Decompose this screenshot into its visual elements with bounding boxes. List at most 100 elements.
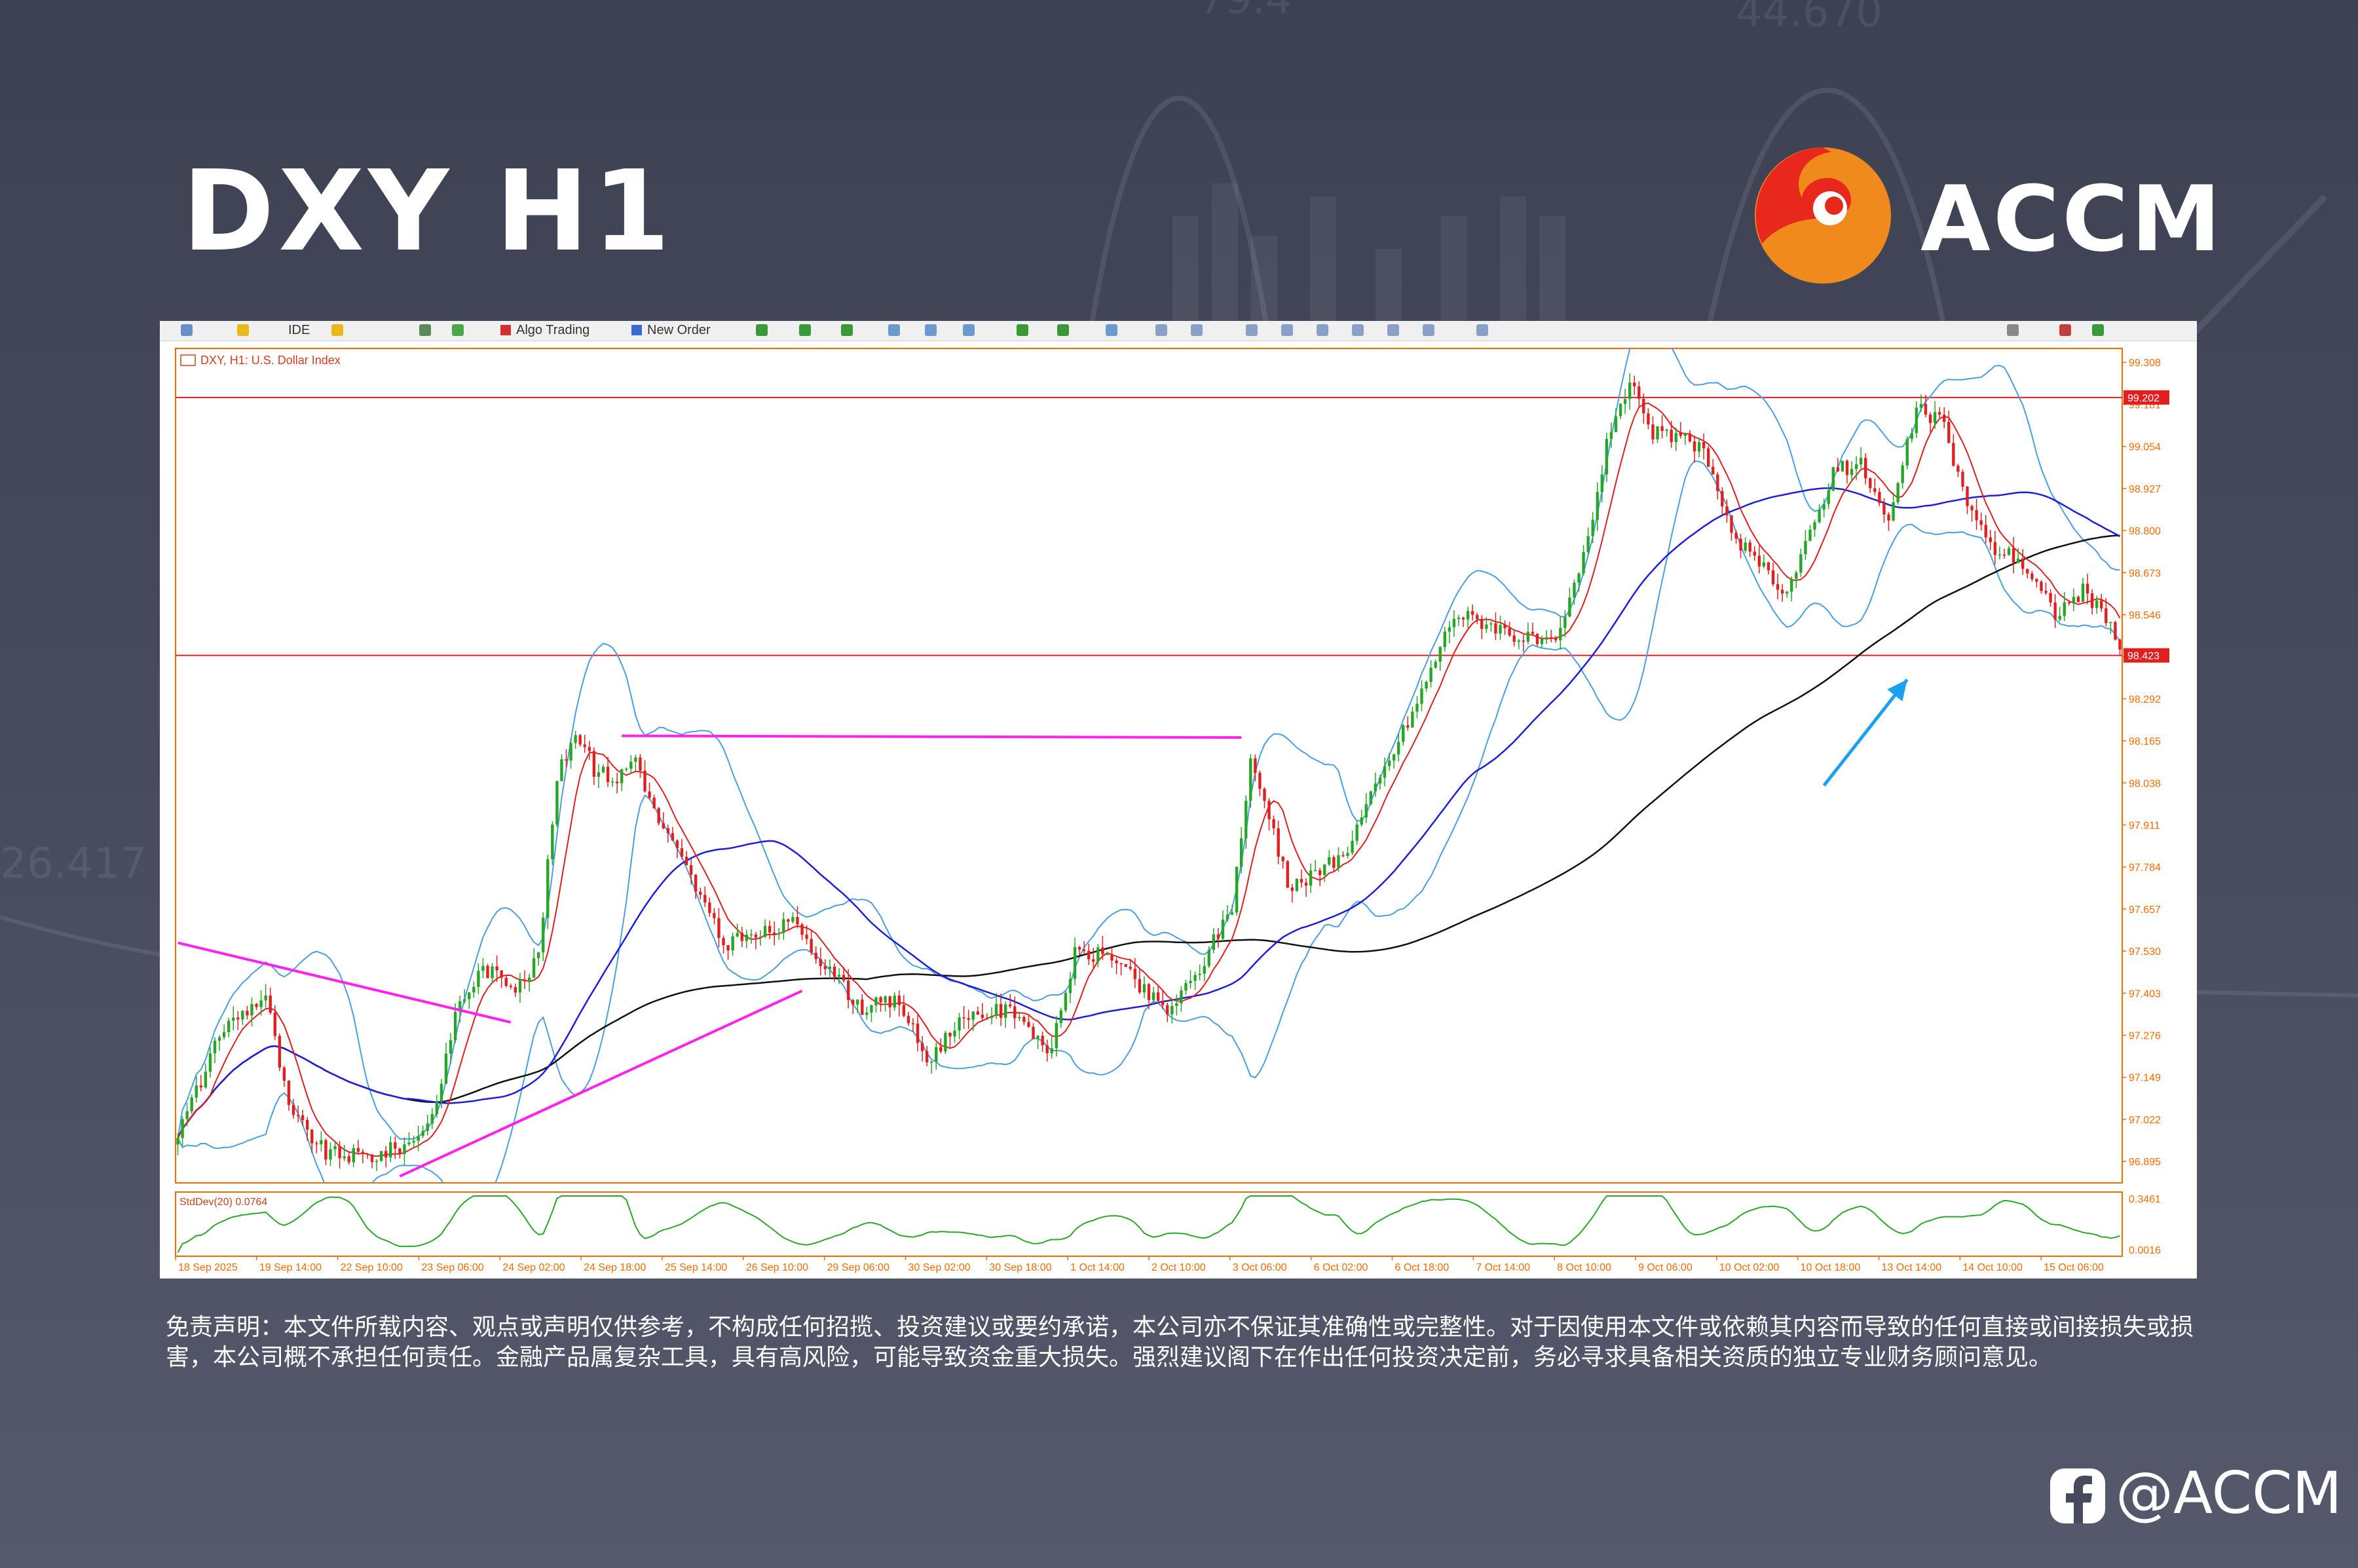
candle [1055,1016,1058,1057]
candle-body [477,971,480,987]
candle [990,1007,994,1025]
text-tool-icon[interactable] [1423,324,1434,336]
candle [1633,375,1636,395]
candle [1045,1039,1049,1062]
social-handle: @ACCM [2116,1459,2342,1527]
candle-body [1064,993,1068,1011]
candle [726,944,730,960]
candle [1780,584,1784,602]
toolbar-ide-button[interactable]: IDE [288,323,310,337]
candle [1512,631,1516,646]
price-axis: 99.30899.18199.05498.92798.80098.67398.5… [2122,358,2161,1168]
candle [1670,420,1673,448]
candle [1836,458,1840,472]
candle [1522,635,1525,652]
community-icon[interactable] [2092,324,2104,336]
candle-body [1619,403,1622,417]
templates-icon[interactable] [1057,324,1069,336]
candle-body [1966,486,1969,506]
vps-icon[interactable] [419,324,431,336]
candle-body [250,1003,253,1016]
zoom-in-icon[interactable] [888,324,900,336]
candle-body [1961,472,1964,487]
candle [1064,990,1068,1013]
candle [1383,757,1387,787]
candle [1082,941,1086,955]
candle [708,897,711,917]
candle-body [999,1004,1003,1018]
candle [574,731,577,749]
candle [1688,430,1692,443]
candle [1193,971,1197,990]
candle [273,1005,276,1040]
candle-body [758,937,762,938]
settings-icon[interactable] [2059,324,2071,336]
trendline-icon[interactable] [1317,324,1328,336]
candle [1133,958,1137,988]
candle-body [684,857,688,865]
crosshair-icon[interactable] [1191,324,1203,336]
candle-body [1730,515,1733,533]
candle [1304,878,1308,897]
toolbar-algo-trading-button[interactable]: Algo Trading [500,321,590,339]
candlestick-icon[interactable] [799,324,811,336]
channel-icon[interactable] [1352,324,1364,336]
zoom-out-icon[interactable] [925,324,937,336]
candle-body [1813,522,1816,530]
candle-body [1753,551,1756,556]
signals-icon[interactable] [331,324,343,336]
candle [1161,990,1165,1010]
candle [1346,846,1349,859]
candle [1461,616,1465,627]
candle [796,906,799,929]
candle-body [1170,1005,1174,1015]
vertical-line-icon[interactable] [1246,324,1258,336]
candle-body [2081,584,2085,603]
candle [527,973,531,992]
fibonacci-icon[interactable] [1387,324,1399,336]
candle-body [546,859,550,918]
candle [1254,754,1257,781]
candle-body [740,933,743,941]
add-chart-icon[interactable] [452,324,464,336]
candle-body [1142,984,1146,993]
trading-chart-window[interactable]: IDE Algo Trading New Order 99.308 99.18 [160,321,2197,1279]
candle [684,851,688,865]
x-tick-label: 6 Oct 02:00 [1314,1262,1368,1273]
main-plot-frame [175,348,2123,1184]
cursor-icon[interactable] [1155,324,1167,336]
shapes-icon[interactable] [1476,324,1488,336]
bar-chart-icon[interactable] [756,324,768,336]
arrow-head [1887,679,1907,701]
candle [939,1038,943,1054]
x-tick-label: 15 Oct 06:00 [2044,1262,2104,1273]
candle-body [787,919,790,922]
profiles-icon[interactable] [181,324,193,336]
toolbar-new-order-button[interactable]: New Order [631,321,711,339]
candle [916,1015,920,1052]
candle-body [1027,1022,1030,1027]
candle-body [259,1000,263,1007]
line-chart-icon[interactable] [841,324,853,336]
candle [1470,604,1474,621]
candle-body [1993,542,1997,555]
candle [2053,594,2057,628]
candle-body [222,1032,226,1037]
horizontal-line-icon[interactable] [1281,324,1293,336]
tile-windows-icon[interactable] [963,324,975,336]
indicators-icon[interactable] [1017,324,1028,336]
price-chart[interactable]: 99.30899.18199.05498.92798.80098.67398.5… [160,341,2197,1279]
candle-body [1586,536,1590,552]
search-icon[interactable] [2007,324,2019,336]
bg-number-1: 44.670 [1736,0,1882,37]
candle-body [417,1136,420,1141]
candle-body [1230,912,1234,915]
candle [629,755,633,774]
candle [1577,572,1581,592]
y-tick-label: 98.673 [2129,568,2161,579]
screenshot-icon[interactable] [1106,324,1117,336]
candle [2067,601,2071,606]
candle [2095,595,2099,614]
market-icon[interactable] [237,324,249,336]
candle [536,952,540,966]
